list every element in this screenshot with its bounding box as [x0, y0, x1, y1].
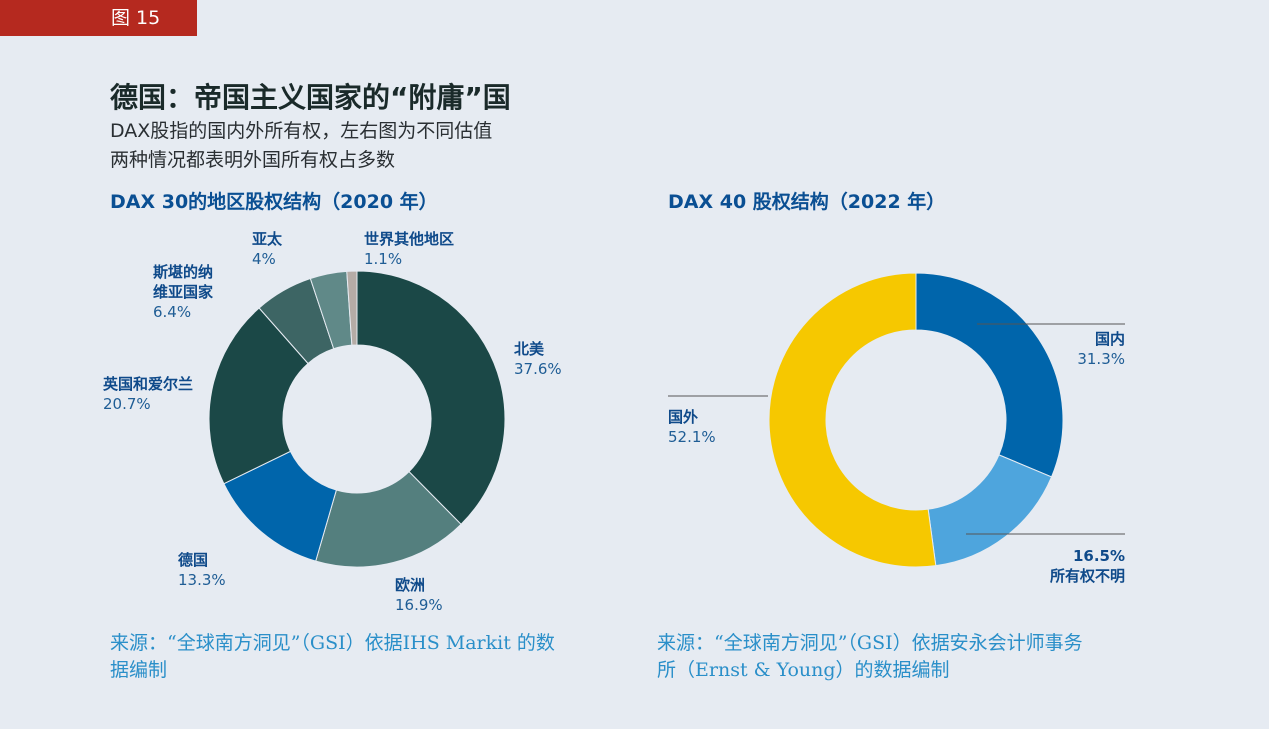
subtitle-line-1: DAX股指的国内外所有权，左右图为不同估值 — [110, 120, 493, 142]
label-domestic: 国内 31.3% — [1077, 330, 1125, 368]
label-unknown: 16.5% 所有权不明 — [1049, 547, 1125, 585]
figure-tag: 图 15 — [0, 0, 197, 36]
donut-chart-1 — [208, 270, 506, 568]
label-asia-pacific: 亚太 4% — [252, 230, 283, 268]
donut-slice-4 — [208, 307, 309, 485]
donut-slice-3 — [768, 272, 937, 568]
chart-1-title: DAX 30的地区股权结构（2020 年） — [110, 191, 438, 213]
page-title: 德国：帝国主义国家的“附庸”国 — [110, 81, 511, 114]
donut-slice-1 — [915, 272, 1064, 478]
label-uk-ireland: 英国和爱尔兰 20.7% — [103, 375, 194, 413]
leader-lines — [668, 323, 1125, 535]
donut-slice-2 — [927, 454, 1053, 567]
label-foreign: 国外 52.1% — [668, 408, 716, 446]
subtitle-line-2: 两种情况都表明外国所有权占多数 — [110, 149, 396, 171]
label-europe: 欧洲 16.9% — [395, 576, 443, 614]
label-scandinavia: 斯堪的纳 维亚国家 6.4% — [153, 263, 214, 321]
donut-slice-1 — [356, 270, 506, 526]
donut-slice-7 — [346, 270, 358, 346]
label-rest-of-world: 世界其他地区 1.1% — [364, 230, 455, 268]
donut-chart-2 — [768, 272, 1064, 568]
donut-slice-2 — [315, 470, 462, 568]
source-note-1: 来源：“全球南方洞见”（GSI）依据IHS Markit 的数 据编制 — [110, 632, 555, 681]
label-germany: 德国 13.3% — [178, 551, 226, 589]
label-north-america: 北美 37.6% — [514, 340, 562, 378]
chart-2-title: DAX 40 股权结构（2022 年） — [668, 191, 946, 213]
source-note-2: 来源：“全球南方洞见”（GSI）依据安永会计师事务 所（Ernst & Youn… — [657, 632, 1083, 681]
